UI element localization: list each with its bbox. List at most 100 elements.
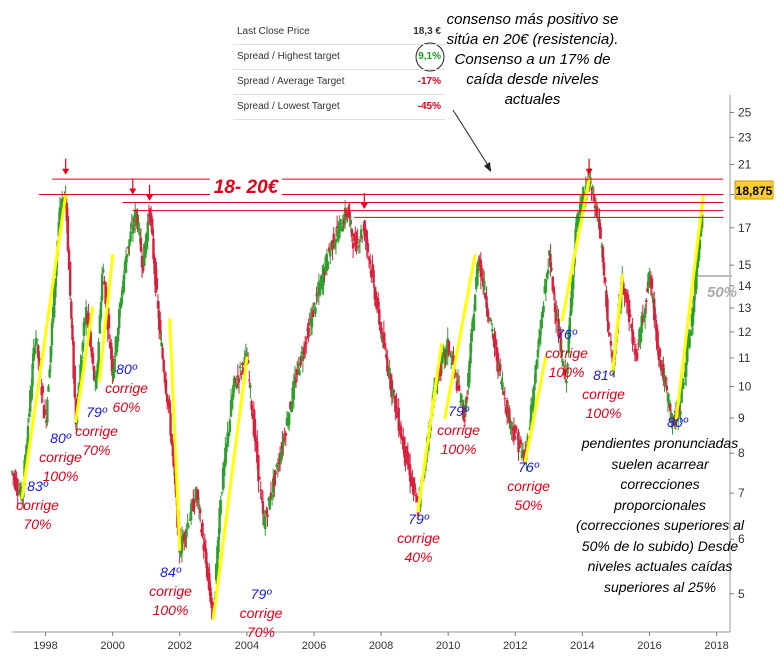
candle-body — [295, 369, 299, 375]
candle-body — [380, 327, 383, 339]
candle-body — [220, 492, 224, 494]
candle-body — [32, 347, 35, 361]
candle-body — [299, 356, 302, 366]
annotation-corrige: corrige 100% — [39, 449, 82, 484]
slope-segment — [20, 193, 68, 499]
candle-body — [598, 218, 601, 230]
candle-body — [672, 424, 675, 426]
candle-body — [415, 496, 419, 503]
candle-body — [283, 438, 286, 440]
candle-body — [367, 257, 371, 261]
candle-body — [179, 550, 183, 556]
annotation: 80º — [655, 413, 700, 432]
candle-body — [341, 225, 345, 232]
candle-body — [275, 464, 278, 467]
y-tick-label: 6 — [738, 532, 745, 546]
candle-body — [532, 388, 535, 409]
candle-body — [171, 441, 175, 457]
annotation: 80º corrige 60% — [104, 360, 149, 417]
slope-segment — [560, 177, 591, 322]
candle-body — [160, 342, 163, 346]
candle-body — [629, 314, 632, 317]
candle-body — [626, 294, 630, 305]
candle-body — [491, 328, 494, 332]
candle-body — [486, 308, 489, 318]
x-tick-label: 2018 — [704, 640, 728, 652]
candle-body — [256, 441, 259, 463]
annotation-corrige: corrige 60% — [105, 380, 148, 415]
candle-body — [365, 230, 368, 246]
resistance-arrows — [62, 158, 593, 210]
candle-body — [219, 500, 222, 514]
annotation-degree: 79º — [250, 586, 272, 602]
candle-body — [680, 387, 683, 403]
annotation-degree: 76º — [518, 459, 539, 475]
candle-body — [194, 488, 197, 502]
candle-body — [332, 233, 335, 246]
slope-segment — [523, 356, 547, 463]
candle-body — [386, 357, 389, 372]
candle-body — [257, 455, 260, 482]
candle-body — [607, 322, 610, 330]
candle-body — [261, 501, 265, 514]
candle-body — [156, 300, 160, 309]
candle-body — [510, 421, 513, 429]
candle-body — [25, 443, 29, 460]
table-row: Spread / Highest target 9,1% — [233, 45, 445, 70]
candle-body — [561, 360, 565, 367]
x-tick-label: 2002 — [168, 640, 192, 652]
candle-body — [606, 298, 609, 322]
candle-body — [234, 378, 237, 381]
candle-body — [162, 359, 165, 372]
candle-body — [455, 381, 459, 391]
candle-body — [186, 522, 189, 526]
candle-body — [480, 273, 484, 276]
annotation: 76º corrige 100% — [544, 325, 589, 382]
candle-body — [137, 222, 140, 231]
candle-body — [489, 320, 493, 322]
annotation-corrige: corrige 40% — [397, 530, 440, 565]
candle-body — [280, 451, 283, 462]
x-tick-label: 1998 — [33, 640, 57, 652]
resistance-arrow-head — [146, 194, 154, 201]
candle-body — [95, 375, 98, 389]
y-tick-label: 21 — [738, 158, 752, 172]
annotation-corrige: corrige 100% — [149, 583, 192, 618]
annotation-degree: 84º — [160, 564, 181, 580]
candle-body — [631, 329, 634, 344]
candle-body — [682, 383, 686, 386]
candle-body — [238, 366, 242, 369]
candle-body — [551, 276, 554, 291]
candle-body — [203, 541, 206, 551]
candle-body — [528, 427, 532, 430]
candle-body — [216, 546, 219, 573]
candle-body — [120, 299, 123, 306]
candle-body — [382, 332, 386, 348]
candle-body — [349, 219, 353, 225]
candle-body — [316, 292, 319, 296]
candle-body — [601, 246, 605, 263]
candle-body — [124, 256, 128, 273]
candle-body — [127, 246, 130, 249]
table-label: Spread / Average Target — [237, 76, 345, 87]
candle-body — [193, 505, 196, 507]
y-tick-label: 7 — [738, 486, 745, 500]
candle-body — [87, 312, 90, 328]
candle-body — [111, 355, 114, 376]
candle-body — [90, 348, 94, 358]
x-tick-label: 2008 — [369, 640, 393, 652]
candle-body — [667, 399, 671, 407]
candle-body — [460, 394, 463, 403]
candle-body — [671, 415, 674, 423]
candle-body — [73, 365, 76, 398]
candle-body — [565, 380, 568, 383]
y-tick-label: 15 — [738, 258, 752, 272]
annotation: 81º corrige 100% — [581, 366, 626, 423]
candle-body — [529, 404, 533, 423]
candle-body — [46, 399, 49, 423]
candle-body — [632, 337, 635, 339]
resistance-arrow-head — [62, 168, 70, 175]
candle-body — [599, 227, 602, 239]
slope-segment — [168, 318, 182, 551]
candle-body — [82, 321, 86, 336]
